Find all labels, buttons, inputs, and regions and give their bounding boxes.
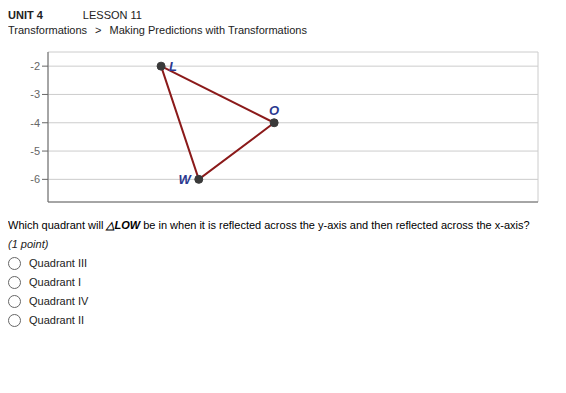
svg-text:-6: -6 bbox=[30, 173, 40, 185]
svg-text:-3: -3 bbox=[30, 88, 40, 100]
html-text:LESSON 11: LESSON 11 bbox=[82, 9, 142, 21]
html-text:Quadrant IV: Quadrant IV bbox=[29, 295, 89, 307]
html-text:Transformations: Transformations bbox=[8, 24, 88, 36]
svg-text:-2: -2 bbox=[30, 60, 40, 72]
svg-text:W: W bbox=[178, 172, 192, 187]
html-text:Making Predictions with Transf: Making Predictions with Transformations bbox=[109, 24, 307, 36]
svg-text:L: L bbox=[169, 59, 177, 74]
html-text:Which quadrant will △LOW be in: Which quadrant will △LOW be in when it i… bbox=[8, 219, 530, 231]
svg-text:-4: -4 bbox=[30, 117, 40, 129]
html-text:Quadrant III: Quadrant III bbox=[29, 257, 88, 269]
svg-text:-5: -5 bbox=[30, 145, 40, 157]
html-text:UNIT 4: UNIT 4 bbox=[8, 9, 43, 21]
html-text:Quadrant I: Quadrant I bbox=[29, 276, 81, 288]
html-text:Quadrant II: Quadrant II bbox=[29, 314, 84, 326]
html-text:(1 point): (1 point) bbox=[8, 238, 49, 250]
svg-text:O: O bbox=[269, 103, 279, 118]
